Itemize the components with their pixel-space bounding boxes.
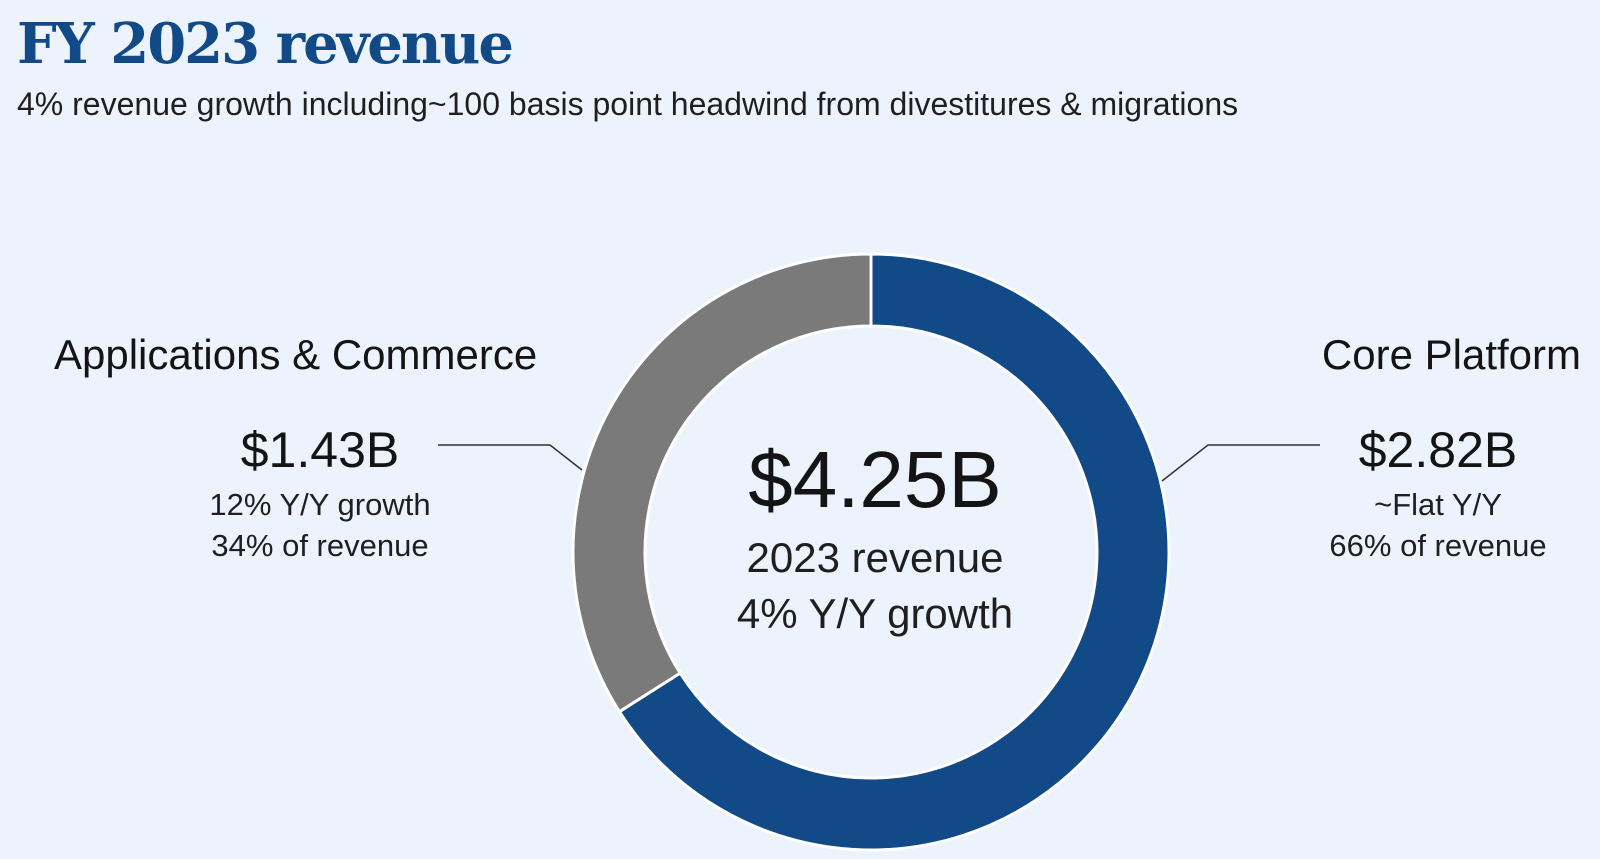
center-caption-line1: 2023 revenue bbox=[746, 534, 1004, 581]
apps-segment-growth: 12% Y/Y growth bbox=[209, 487, 431, 522]
core-segment-value: $2.82B bbox=[1358, 422, 1518, 478]
center-caption-line2: 4% Y/Y growth bbox=[736, 590, 1014, 637]
page-subtitle: 4% revenue growth including~100 basis po… bbox=[17, 86, 1239, 122]
apps-segment-value: $1.43B bbox=[240, 422, 400, 478]
center-caption: 2023 revenue 4% Y/Y growth bbox=[655, 530, 1095, 642]
apps-segment-label: Applications & Commerce bbox=[54, 331, 538, 378]
donut-slices bbox=[571, 252, 1171, 852]
donut-slice-applications-commerce bbox=[571, 252, 873, 714]
core-segment-label: Core Platform bbox=[1321, 331, 1581, 378]
apps-leader-line bbox=[438, 444, 583, 471]
center-total: $4.25B bbox=[748, 435, 1002, 524]
core-segment-share: 66% of revenue bbox=[1329, 528, 1547, 563]
apps-segment-share: 34% of revenue bbox=[211, 528, 429, 563]
donut-slice-core-platform bbox=[617, 252, 1171, 852]
core-segment-growth: ~Flat Y/Y bbox=[1374, 487, 1502, 522]
page-title: FY 2023 revenue bbox=[17, 11, 514, 77]
core-leader-line bbox=[1161, 444, 1320, 482]
